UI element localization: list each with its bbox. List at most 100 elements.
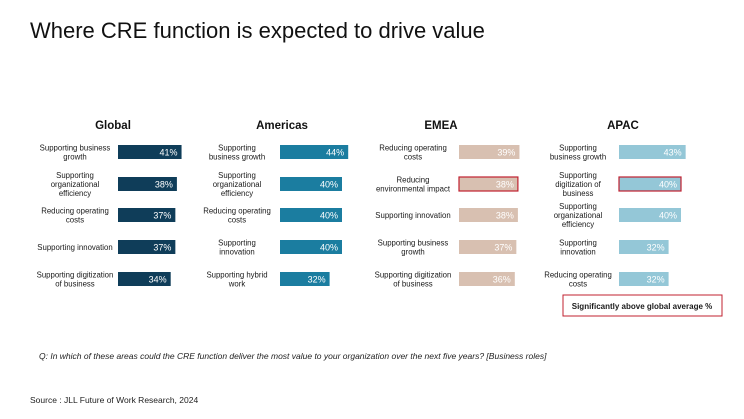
category-label: Supporting organizational efficiency [554,202,603,229]
category-label-line: Supporting hybrid [206,271,267,280]
bar [118,240,176,254]
bar [459,272,515,286]
category-label: Reducing operating costs [41,207,109,225]
bar [459,240,517,254]
category-label-line: of business [393,280,433,289]
data-label: 32% [647,243,665,253]
category-label: Supporting organizational efficiency [213,171,262,198]
category-label-line: Supporting [218,239,256,248]
legend: Significantly above global average % [562,294,723,317]
bar [619,145,686,159]
category-label-line: costs [66,216,84,225]
category-label-line: Supporting business [40,144,111,153]
data-label: 40% [659,180,677,190]
bar [280,177,342,191]
category-label-line: Supporting [559,171,597,180]
chart-emea: EMEA 39% Reducing operating costs 38% Reducin… [375,120,520,289]
bar [118,208,176,222]
data-label: 41% [160,148,178,158]
data-label: 44% [326,148,344,158]
category-label-line: costs [228,216,246,225]
category-label-line: of business [55,280,95,289]
data-label: 40% [320,180,338,190]
category-label-line: efficiency [562,220,594,229]
category-label-line: Supporting [559,239,597,248]
category-label: Reducing operating costs [379,144,447,162]
category-label-line: Supporting innovation [375,211,450,220]
bar [619,240,669,254]
bar [118,272,171,286]
bar [618,176,682,192]
bar [118,177,177,191]
category-label-line: Supporting [559,202,597,211]
bar [459,208,518,222]
category-label-line: innovation [560,248,596,257]
bar [458,176,519,192]
category-label-line: costs [569,280,587,289]
category-label: Supporting digitization of business [37,271,114,289]
bar [280,208,342,222]
category-label-line: Reducing operating [203,207,271,216]
category-label-line: business growth [550,153,606,162]
category-label-line: environmental impact [376,185,451,194]
category-label-line: work [228,280,246,289]
category-label-line: Supporting [218,144,256,153]
data-label: 40% [320,211,338,221]
page-title: Where CRE function is expected to drive … [30,18,485,43]
bar [280,240,342,254]
bar [459,145,520,159]
category-label: Supporting innovation [37,243,112,252]
category-label-line: growth [401,248,424,257]
category-label: Supporting organizational efficiency [51,171,100,198]
bar [619,208,681,222]
category-label-line: digitization of [555,180,601,189]
category-label-line: efficiency [59,189,91,198]
category-label-line: costs [404,153,422,162]
chart-title: EMEA [424,120,457,132]
chart-title: Americas [256,120,308,132]
data-label: 39% [497,148,515,158]
data-label: 40% [320,243,338,253]
data-label: 32% [308,275,326,285]
category-label: Supporting innovation [375,211,450,220]
bar [280,272,330,286]
category-label: Reducing operating costs [544,271,612,289]
data-label: 37% [153,211,171,221]
category-label-line: Supporting digitization [37,271,114,280]
category-label-line: innovation [219,248,255,257]
chart-title: APAC [607,120,639,132]
data-label: 32% [647,275,665,285]
category-label-line: organizational [51,180,100,189]
bar [280,145,349,159]
chart-global: Global 41% Supporting business growth 38% Sup… [37,120,182,289]
data-label: 38% [496,211,514,221]
category-label: Supporting digitization of business [375,271,452,289]
category-label-line: Supporting digitization [375,271,452,280]
category-label-line: Reducing operating [544,271,612,280]
legend-box [562,294,723,317]
data-label: 38% [496,180,514,190]
category-label: Supporting business growth [40,144,111,162]
data-label: 34% [149,275,167,285]
category-label-line: growth [63,153,86,162]
bar [619,272,669,286]
source-note: Source : JLL Future of Work Research, 20… [30,395,199,405]
category-label-line: Supporting innovation [37,243,112,252]
data-label: 37% [153,243,171,253]
category-label-line: Reducing operating [379,144,447,153]
category-label: Supporting digitization of business [555,171,601,198]
category-label-line: Reducing [397,176,430,185]
data-label: 38% [155,180,173,190]
category-label-line: business [563,189,594,198]
data-label: 36% [493,275,511,285]
category-label-line: Supporting [56,171,94,180]
category-label: Supporting business growth [378,239,449,257]
category-label-line: Supporting business [378,239,449,248]
category-label: Supporting business growth [550,144,606,162]
category-label-line: Supporting [218,171,256,180]
category-label-line: organizational [554,211,603,220]
category-label-line: business growth [209,153,265,162]
